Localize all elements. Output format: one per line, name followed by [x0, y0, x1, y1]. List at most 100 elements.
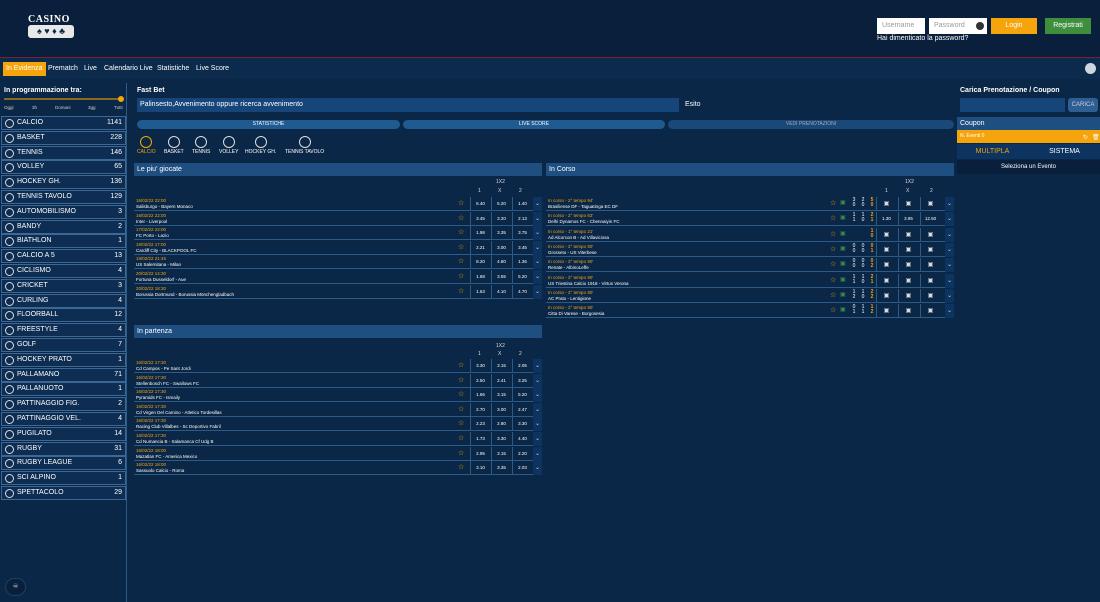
odd-cell[interactable]: 4.70: [512, 284, 532, 299]
sidebar-sport-item[interactable]: PALLAMANO 71: [1, 367, 126, 382]
odd-cell[interactable]: 3.55: [491, 270, 511, 284]
sidebar-sport-item[interactable]: RUGBY 31: [1, 441, 126, 456]
fastbet-sport[interactable]: TENNIS TAVOLO: [285, 136, 324, 155]
tab-sistema[interactable]: SISTEMA: [1049, 148, 1080, 155]
odd-cell[interactable]: 2.80: [491, 417, 511, 432]
odd-cell[interactable]: 12.50: [920, 212, 940, 227]
odd-cell[interactable]: 3.45: [470, 211, 490, 226]
nav-live-score[interactable]: Live Score: [196, 65, 230, 72]
odd-cell[interactable]: 1.66: [470, 388, 490, 403]
chevron-down-icon[interactable]: ⌄: [945, 258, 954, 273]
chevron-down-icon[interactable]: ⌄: [533, 417, 542, 432]
sidebar-sport-item[interactable]: PUGILATO 14: [1, 426, 126, 441]
event-row[interactable]: 19/02/22 21:45 US Salernitana - Milan ☆ 8.2…: [134, 255, 542, 270]
chevron-down-icon[interactable]: ⌄: [533, 240, 542, 255]
fastbet-sport[interactable]: BASKET: [164, 136, 184, 155]
favorite-star-icon[interactable]: ☆: [458, 435, 465, 442]
favorite-star-icon[interactable]: ☆: [458, 449, 465, 457]
time-slider[interactable]: [4, 98, 122, 100]
odd-cell[interactable]: 8.20: [470, 255, 490, 270]
odd-cell[interactable]: 2.50: [470, 373, 490, 388]
event-row[interactable]: 16/02/22 17:30 Stellenbosch FC - Swallows…: [134, 373, 542, 388]
sidebar-sport-item[interactable]: FREESTYLE 4: [1, 323, 126, 338]
login-button[interactable]: Login: [991, 18, 1037, 34]
favorite-star-icon[interactable]: ☆: [830, 291, 837, 299]
odd-cell[interactable]: 2.21: [470, 240, 490, 255]
chevron-down-icon[interactable]: ⌄: [945, 212, 954, 227]
nav-calendario-live[interactable]: Calendario Live: [104, 65, 153, 72]
odd-cell[interactable]: 2.13: [512, 211, 532, 226]
sidebar-sport-item[interactable]: HOCKEY PRATO 1: [1, 352, 126, 367]
register-button[interactable]: Registrati: [1045, 18, 1091, 34]
coupon-code-input[interactable]: [960, 98, 1065, 112]
nav-live[interactable]: Live: [84, 65, 97, 72]
chevron-down-icon[interactable]: ⌄: [945, 227, 954, 242]
favorite-star-icon[interactable]: ☆: [830, 200, 837, 207]
site-logo[interactable]: CASINO ♠ ♥ ♦ ♣: [18, 14, 84, 42]
sidebar-sport-item[interactable]: TENNIS TAVOLO 129: [1, 190, 126, 204]
favorite-star-icon[interactable]: ☆: [830, 261, 837, 269]
sidebar-sport-item[interactable]: VOLLEY 65: [1, 160, 126, 175]
chevron-down-icon[interactable]: ⌄: [533, 373, 542, 388]
nav-statistiche[interactable]: Statistiche: [157, 65, 190, 72]
live-event-row[interactable]: In corso - 2° tempo 63' Delhi Dynamos FC …: [546, 212, 954, 227]
favorite-star-icon[interactable]: ☆: [830, 215, 837, 223]
odd-cell[interactable]: 3.75: [512, 226, 532, 241]
favorite-star-icon[interactable]: ☆: [458, 214, 465, 222]
odd-cell[interactable]: 5.20: [491, 197, 511, 211]
odd-cell[interactable]: 2.20: [512, 446, 532, 461]
event-row[interactable]: 16/02/22 17:30 Cd Campos - Pe Sant Jordi ☆…: [134, 359, 542, 373]
user-icon[interactable]: [1085, 63, 1096, 74]
odd-cell[interactable]: 1.98: [470, 226, 490, 241]
odd-cell[interactable]: 3.00: [491, 402, 511, 417]
sidebar-sport-item[interactable]: CALCIO 1141: [1, 116, 126, 130]
event-row[interactable]: 20/02/22 18:30 Borussia Dortmund - Boruss…: [134, 284, 542, 299]
live-event-row[interactable]: In corso - 2° tempo 90' US Triestina Calc…: [546, 273, 954, 288]
eye-icon[interactable]: [976, 22, 984, 30]
odd-cell[interactable]: 2.23: [470, 417, 490, 432]
sidebar-sport-item[interactable]: AUTOMOBILISMO 3: [1, 204, 126, 219]
odd-cell[interactable]: 3.30: [470, 359, 490, 373]
odd-cell[interactable]: 3.20: [491, 211, 511, 226]
event-row[interactable]: 16/02/22 22:00 Inter - Liverpool ☆ 3.45 3.20…: [134, 211, 542, 226]
chevron-down-icon[interactable]: ⌄: [533, 255, 542, 270]
sidebar-sport-item[interactable]: CRICKET 3: [1, 278, 126, 293]
sidebar-sport-item[interactable]: SPETTACOLO 29: [1, 486, 126, 500]
favorite-star-icon[interactable]: ☆: [458, 391, 465, 399]
sidebar-sport-item[interactable]: GOLF 7: [1, 338, 126, 352]
live-event-row[interactable]: In corso - 2° tempo 90' Renate - AlbinoLe…: [546, 258, 954, 273]
sidebar-sport-item[interactable]: RUGBY LEAGUE 6: [1, 456, 126, 471]
chevron-down-icon[interactable]: ⌄: [533, 211, 542, 226]
odd-cell[interactable]: 3.25: [512, 373, 532, 388]
odd-cell[interactable]: 3.00: [491, 240, 511, 255]
nav-prematch[interactable]: Prematch: [48, 65, 78, 72]
sidebar-sport-item[interactable]: CURLING 4: [1, 293, 126, 308]
favorite-star-icon[interactable]: ☆: [458, 243, 465, 251]
fastbet-sport[interactable]: VOLLEY: [219, 136, 238, 155]
trash-icon[interactable]: 🗑: [1092, 135, 1100, 141]
event-row[interactable]: 16/02/22 22:00 Salisburgo - Bayern Monaco…: [134, 197, 542, 211]
odd-cell[interactable]: 1.68: [470, 270, 490, 284]
odd-cell[interactable]: 3.35: [491, 226, 511, 241]
favorite-star-icon[interactable]: ☆: [830, 245, 837, 253]
chevron-down-icon[interactable]: ⌄: [533, 432, 542, 446]
password-input[interactable]: Password: [929, 18, 987, 34]
favorite-star-icon[interactable]: ☆: [830, 307, 837, 315]
chevron-down-icon[interactable]: ⌄: [945, 288, 954, 303]
favorite-star-icon[interactable]: ☆: [458, 287, 465, 295]
odd-cell[interactable]: 5.20: [512, 270, 532, 284]
odd-cell[interactable]: 3.15: [491, 359, 511, 373]
sidebar-sport-item[interactable]: BANDY 2: [1, 219, 126, 234]
sidebar-sport-item[interactable]: PATTINAGGIO VEL. 4: [1, 412, 126, 426]
odd-cell[interactable]: 3.30: [491, 432, 511, 446]
odd-cell[interactable]: 2.95: [470, 446, 490, 461]
tab-vedi-prenotazioni[interactable]: VEDI PRENOTAZIONI: [668, 120, 954, 129]
chevron-down-icon[interactable]: ⌄: [533, 284, 542, 299]
chevron-down-icon[interactable]: ⌄: [945, 197, 954, 211]
live-event-row[interactable]: In corso - 2° tempo 90' Citta Di Varese -…: [546, 304, 954, 319]
sidebar-sport-item[interactable]: FLOORBALL 12: [1, 308, 126, 323]
chevron-down-icon[interactable]: ⌄: [533, 461, 542, 476]
sidebar-sport-item[interactable]: PATTINAGGIO FIG. 2: [1, 397, 126, 412]
odd-cell[interactable]: 4.40: [512, 432, 532, 446]
username-input[interactable]: Username: [877, 18, 925, 34]
